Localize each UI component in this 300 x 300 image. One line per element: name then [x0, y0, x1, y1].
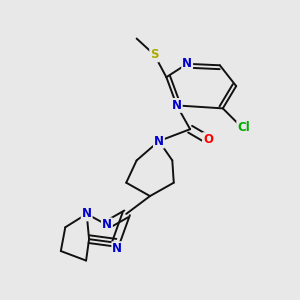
Text: N: N [182, 57, 192, 70]
Text: O: O [203, 133, 213, 146]
Text: N: N [102, 218, 112, 231]
Text: N: N [112, 242, 122, 255]
Text: N: N [154, 135, 164, 148]
Text: S: S [150, 48, 159, 62]
Text: N: N [172, 99, 182, 112]
Text: Cl: Cl [237, 121, 250, 134]
Text: N: N [82, 207, 92, 220]
